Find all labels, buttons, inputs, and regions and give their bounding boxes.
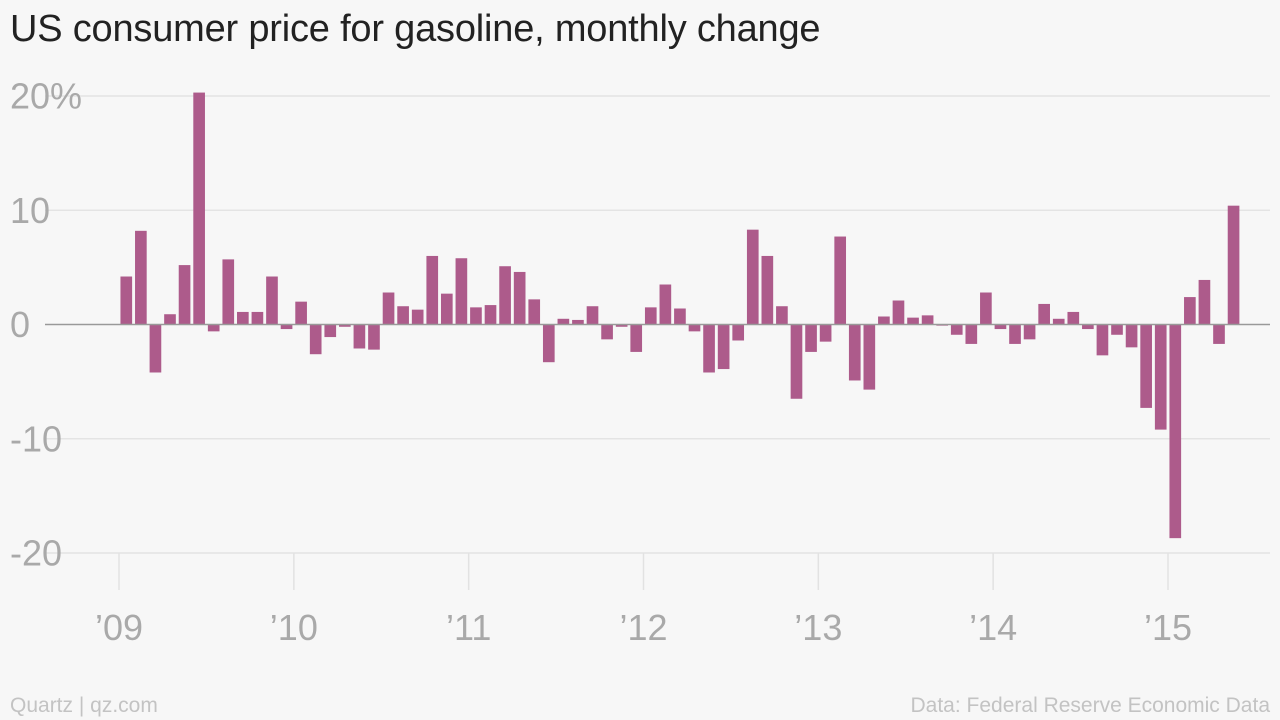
- bar: [339, 324, 351, 327]
- bar: [542, 324, 555, 363]
- bar: [703, 324, 715, 373]
- bar: [644, 307, 657, 325]
- bar: [1169, 324, 1182, 539]
- bar: [805, 324, 817, 352]
- bar: [863, 324, 876, 390]
- bar: [426, 255, 439, 325]
- bar: [164, 314, 176, 325]
- bar: [528, 299, 541, 325]
- bar: [761, 255, 774, 325]
- x-tick-label: ’09: [95, 607, 143, 648]
- bar: [135, 230, 147, 325]
- bar: [615, 324, 628, 327]
- bar: [237, 311, 249, 325]
- bar: [732, 324, 745, 341]
- bar: [878, 316, 890, 325]
- y-tick-label: 10: [10, 190, 50, 231]
- bar: [746, 229, 759, 325]
- x-tick-label: ’14: [969, 607, 1017, 648]
- bar: [1140, 324, 1152, 408]
- bar: [572, 319, 584, 325]
- bar: [266, 276, 278, 325]
- bar: [688, 324, 701, 332]
- bar: [776, 306, 788, 325]
- bar: [397, 306, 409, 325]
- x-tick-label: ’11: [446, 607, 491, 648]
- bar: [178, 265, 191, 325]
- bar: [499, 266, 511, 325]
- bar: [674, 308, 686, 325]
- bar: [1213, 324, 1225, 344]
- gridlines: [45, 95, 1270, 554]
- bar: [455, 258, 468, 325]
- source-text: Data: Federal Reserve Economic Data: [910, 694, 1271, 717]
- y-tick-label: -20: [10, 533, 62, 574]
- bar: [513, 271, 526, 325]
- bar: [440, 293, 453, 325]
- y-tick-label: -10: [10, 418, 62, 459]
- credit-text: Quartz | qz.com: [10, 694, 158, 717]
- bar: [368, 324, 380, 350]
- bar: [717, 324, 730, 370]
- bar: [1184, 297, 1196, 325]
- bar: [834, 236, 847, 325]
- x-tick-label: ’10: [270, 607, 318, 648]
- bar: [222, 259, 235, 325]
- bar: [309, 324, 322, 355]
- bar: [980, 292, 992, 325]
- bar: [470, 307, 482, 325]
- bar: [994, 324, 1007, 330]
- y-tick-label: 0: [10, 304, 30, 345]
- bar: [484, 305, 497, 325]
- bar: [280, 324, 293, 330]
- bar: [411, 309, 424, 325]
- axes: [45, 323, 1270, 590]
- bar: [965, 324, 978, 344]
- bar: [1023, 324, 1036, 340]
- bar: [819, 324, 832, 342]
- bar: [790, 324, 803, 399]
- bar: [207, 324, 220, 332]
- bar: [1052, 318, 1065, 325]
- bar: [1082, 324, 1094, 330]
- bar: [630, 324, 643, 352]
- bar: [1009, 324, 1021, 344]
- bar: [251, 311, 264, 325]
- y-tick-label: 20%: [10, 76, 82, 117]
- bar: [193, 92, 205, 325]
- bar: [120, 276, 133, 325]
- bar: [295, 301, 307, 325]
- bar: [907, 317, 919, 325]
- bar: [1067, 311, 1080, 325]
- x-tick-label: ’12: [619, 607, 667, 648]
- bar: [382, 292, 395, 325]
- bar: [950, 324, 963, 335]
- bar: [921, 315, 934, 325]
- bar: [1227, 205, 1240, 325]
- bars: [120, 92, 1240, 539]
- bar: [557, 318, 570, 325]
- bar: [1096, 324, 1109, 356]
- bar: [892, 300, 905, 325]
- bar: [353, 324, 366, 349]
- bar: [601, 324, 613, 340]
- x-tick-label: ’13: [794, 607, 842, 648]
- x-tick-label: ’15: [1144, 607, 1192, 648]
- bar: [1154, 324, 1167, 430]
- bar: [1111, 324, 1123, 335]
- chart-title: US consumer price for gasoline, monthly …: [10, 8, 821, 50]
- bar: [1038, 303, 1050, 325]
- tick-labels: 20% 10 0 -10 -20 ’09 ’10 ’11 ’12 ’13 ’14 ’15: [10, 76, 1192, 648]
- bar: [848, 324, 861, 381]
- bar: [324, 324, 337, 338]
- bar: [659, 284, 672, 325]
- bar: [1198, 279, 1211, 325]
- bar: [586, 306, 599, 325]
- bar: [149, 324, 162, 373]
- bar: [1125, 324, 1138, 348]
